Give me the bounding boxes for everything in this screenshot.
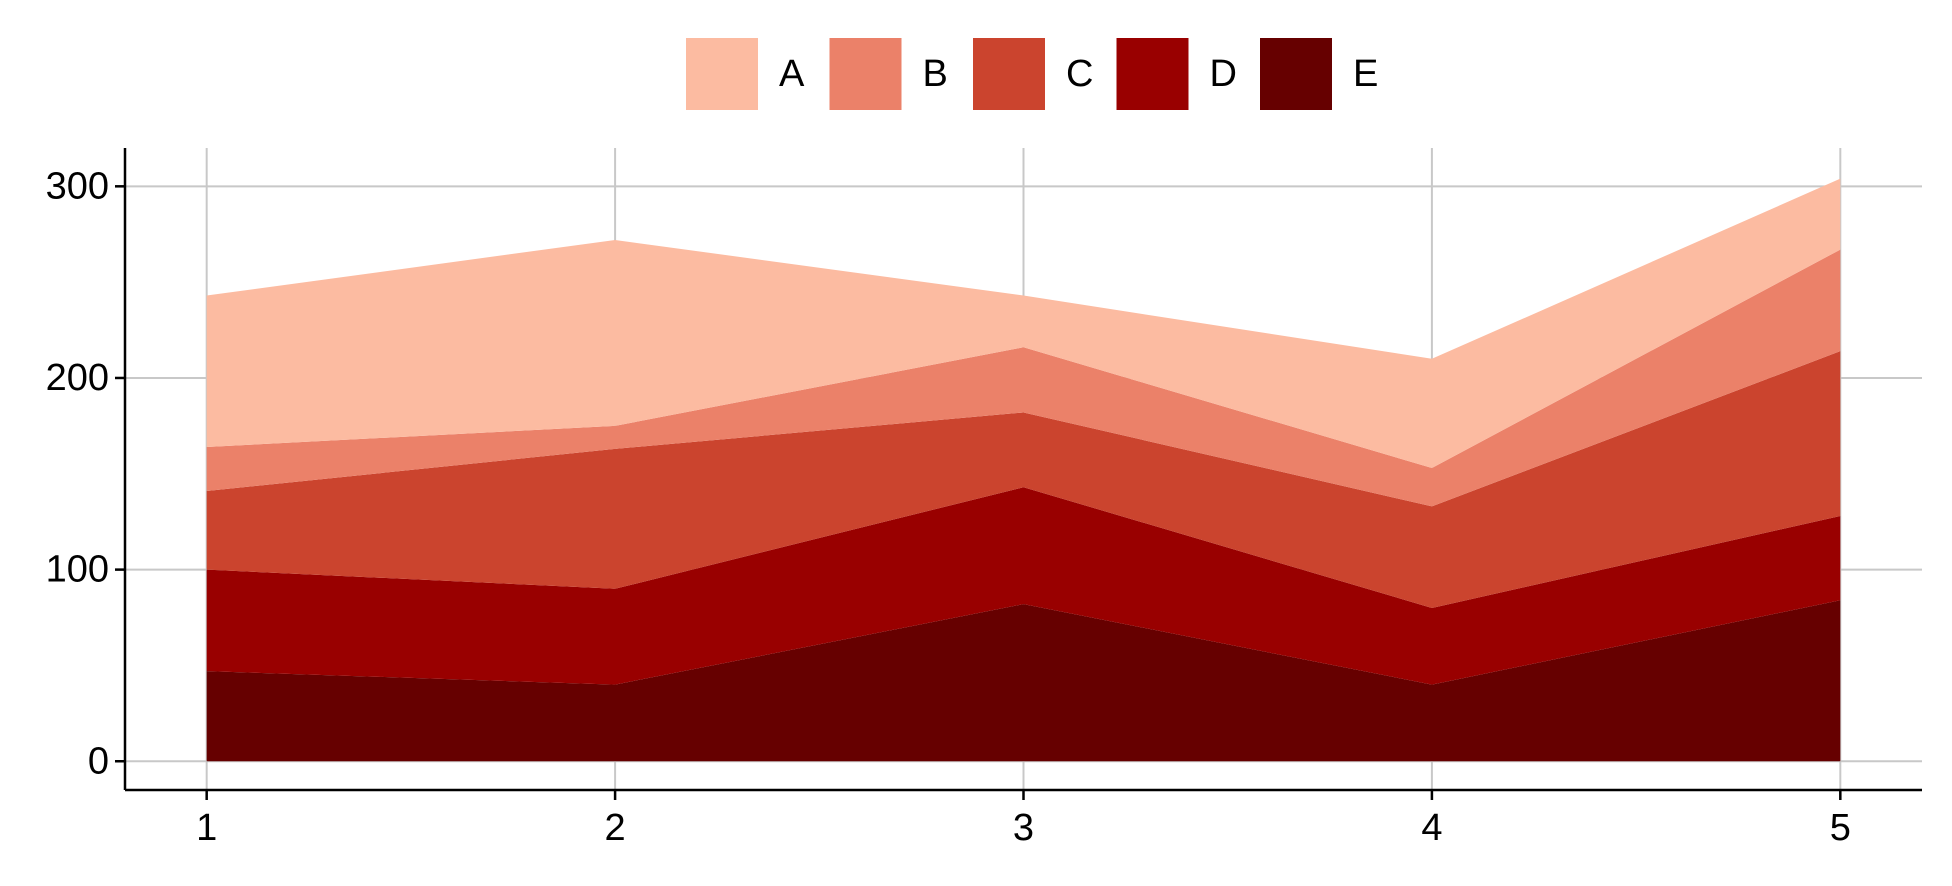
legend-item-B: B (829, 38, 948, 110)
legend-key-A (686, 38, 758, 110)
legend-item-A: A (686, 38, 805, 110)
plot-areas (206, 178, 1841, 762)
legend-label-B: B (923, 53, 948, 95)
x-tick-label-2: 2 (605, 807, 626, 849)
axes: 0 100 200 300 1 2 3 4 5 (46, 148, 1922, 849)
legend-item-E: E (1260, 38, 1378, 110)
y-tick-label-200: 200 (46, 357, 109, 399)
y-tick-label-0: 0 (88, 740, 109, 782)
x-tick-label-4: 4 (1421, 807, 1442, 849)
area-series-B (206, 249, 1841, 507)
x-tick-label-1: 1 (196, 807, 217, 849)
legend-label-D: D (1210, 53, 1237, 95)
legend-label-C: C (1066, 53, 1093, 95)
legend-key-D (1116, 38, 1189, 110)
x-tick-label-3: 3 (1013, 807, 1034, 849)
legend-item-D: D (1116, 38, 1237, 110)
legend-label-E: E (1353, 53, 1378, 95)
area-series-A (206, 178, 1841, 469)
legend-key-B (829, 38, 902, 110)
area-series-D (206, 487, 1841, 685)
y-tick-label-100: 100 (46, 549, 109, 591)
x-tick-label-5: 5 (1830, 807, 1851, 849)
legend-item-C: C (973, 38, 1093, 110)
area-series-E (206, 600, 1841, 762)
legend-key-E (1260, 38, 1332, 110)
legend-key-C (973, 38, 1045, 110)
area-series-C (206, 351, 1841, 608)
legend-label-A: A (779, 53, 805, 95)
y-tick-label-300: 300 (46, 165, 109, 207)
legend: A B C D E (686, 38, 1378, 110)
